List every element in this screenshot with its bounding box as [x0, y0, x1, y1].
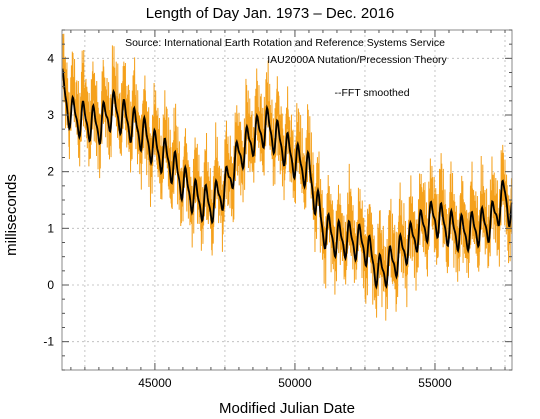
y-axis-label: milliseconds — [3, 174, 20, 256]
y-tick-label: 4 — [47, 51, 54, 65]
y-tick-label: 2 — [47, 165, 54, 179]
ticks: 45000 50000 55000 -1 0 1 2 3 4 — [43, 29, 512, 390]
series-fft-smoothed-line — [61, 68, 513, 290]
x-tick-label: 55000 — [418, 376, 452, 390]
y-tick-label: 1 — [47, 221, 54, 235]
series-layer — [61, 33, 513, 321]
annotation-fft: --FFT smoothed — [334, 87, 409, 99]
annotation-source: Source: International Earth Rotation and… — [125, 37, 445, 49]
y-tick-label: -1 — [43, 335, 54, 349]
annotation-theory: IAU2000A Nutation/Precession Theory — [267, 54, 447, 66]
x-tick-label: 45000 — [138, 376, 172, 390]
y-tick-label: 3 — [47, 108, 54, 122]
x-tick-label: 50000 — [278, 376, 312, 390]
chart-title: Length of Day Jan. 1973 – Dec. 2016 — [146, 5, 395, 22]
y-tick-label: 0 — [47, 278, 54, 292]
series-raw-lod-line — [61, 33, 513, 321]
x-axis-label: Modified Julian Date — [219, 400, 355, 417]
